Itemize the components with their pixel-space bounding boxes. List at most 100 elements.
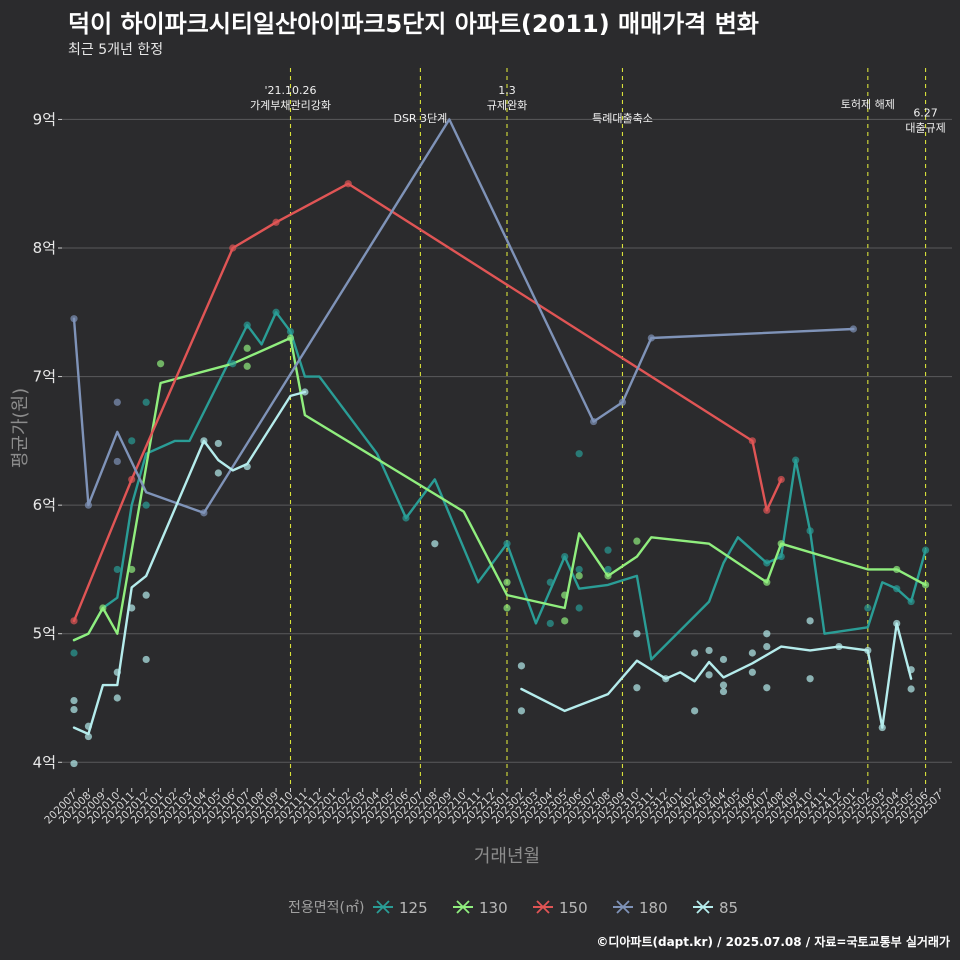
data-point-85 [662, 675, 670, 683]
data-point-85 [835, 642, 843, 651]
data-point-150 [70, 617, 78, 625]
data-point-150 [272, 218, 280, 226]
data-point-125 [792, 456, 800, 464]
data-point-85 [806, 675, 814, 683]
data-point-85 [113, 668, 121, 676]
data-point-130 [763, 578, 771, 586]
legend-label: 125 [399, 899, 428, 917]
data-point-180 [849, 325, 858, 333]
data-point-125 [113, 565, 121, 574]
data-point-180 [618, 398, 627, 406]
legend-key-marker [696, 900, 710, 914]
data-point-130 [286, 334, 295, 342]
data-point-125 [604, 565, 612, 574]
data-point-125 [806, 527, 814, 535]
data-point-85 [128, 604, 136, 612]
data-point-125 [70, 649, 78, 657]
data-point-85 [691, 707, 699, 715]
data-point-130 [575, 572, 583, 580]
data-point-85 [748, 668, 756, 676]
data-point-125 [142, 398, 150, 406]
data-point-180 [84, 501, 93, 509]
series-line-130 [72, 336, 927, 642]
data-point-85 [763, 642, 771, 651]
data-point-125 [575, 450, 583, 458]
legend-label: 85 [719, 899, 738, 917]
data-point-85 [907, 666, 915, 674]
series-line-125 [72, 311, 927, 661]
data-point-150 [229, 244, 237, 252]
legend-title: 전용면적(㎡) [288, 900, 364, 916]
data-point-130 [777, 540, 785, 548]
data-point-85 [633, 684, 641, 692]
legend: 전용면적(㎡) 125 130 150 180 85 [288, 899, 738, 917]
event-label: 규제완화 [487, 99, 527, 112]
event-label: 가계부채관리강화 [250, 99, 331, 112]
data-point-150 [128, 475, 136, 484]
data-point-150 [344, 180, 352, 188]
data-point-85 [142, 591, 150, 599]
legend-key-marker [536, 900, 550, 914]
data-point-130 [604, 572, 612, 580]
data-point-150 [777, 475, 785, 484]
data-point-125 [272, 308, 280, 316]
data-point-180 [200, 509, 208, 517]
data-point-125 [128, 437, 136, 445]
event-label: 토허제 해제 [841, 97, 895, 111]
data-point-130 [561, 617, 569, 625]
legend-label: 130 [479, 899, 508, 917]
data-point-130 [128, 565, 136, 574]
legend-key-marker [616, 900, 630, 914]
data-point-85 [200, 437, 208, 445]
y-tick-label: 6억 [33, 496, 56, 514]
data-point-85 [748, 649, 756, 657]
data-point-130 [561, 591, 569, 599]
data-point-85 [719, 655, 728, 664]
data-point-85 [301, 388, 309, 396]
data-point-85 [84, 732, 93, 741]
data-point-125 [575, 604, 583, 612]
data-point-85 [893, 619, 901, 628]
data-point-125 [921, 546, 930, 554]
y-tick-label: 7억 [33, 368, 56, 386]
data-point-85 [878, 723, 886, 732]
data-point-180 [70, 315, 78, 323]
y-tick-label: 8억 [33, 239, 56, 257]
legend-label: 180 [639, 899, 668, 917]
data-point-85 [70, 696, 78, 705]
data-point-85 [907, 685, 915, 693]
data-point-85 [763, 684, 771, 692]
event-label: 특례대출축소 [592, 112, 653, 125]
data-point-85 [763, 630, 771, 638]
data-point-85 [431, 540, 439, 548]
data-point-130 [503, 578, 511, 586]
chart-subtitle: 최근 5개년 한정 [68, 42, 164, 58]
data-point-125 [243, 321, 251, 329]
series-line-85 [520, 622, 913, 729]
data-point-125 [777, 552, 785, 561]
y-tick-label: 5억 [33, 625, 56, 643]
data-point-85 [719, 681, 728, 689]
data-point-150 [748, 437, 756, 445]
data-point-125 [503, 540, 511, 548]
data-point-85 [517, 662, 526, 670]
data-point-125 [561, 552, 569, 561]
data-point-85 [691, 649, 699, 657]
legend-key-marker [376, 900, 390, 914]
data-point-85 [806, 617, 814, 625]
data-point-130 [893, 565, 901, 574]
data-point-85 [84, 722, 93, 730]
data-point-125 [546, 619, 554, 628]
data-point-125 [763, 559, 771, 567]
data-point-130 [503, 604, 511, 612]
legend-label: 150 [559, 899, 588, 917]
data-point-130 [633, 537, 641, 545]
data-point-130 [243, 344, 251, 352]
x-axis-title: 거래년월 [474, 846, 540, 867]
data-point-125 [286, 327, 295, 336]
data-point-85 [633, 630, 641, 638]
data-point-85 [719, 687, 728, 696]
data-point-125 [864, 604, 872, 612]
data-point-125 [604, 546, 612, 554]
